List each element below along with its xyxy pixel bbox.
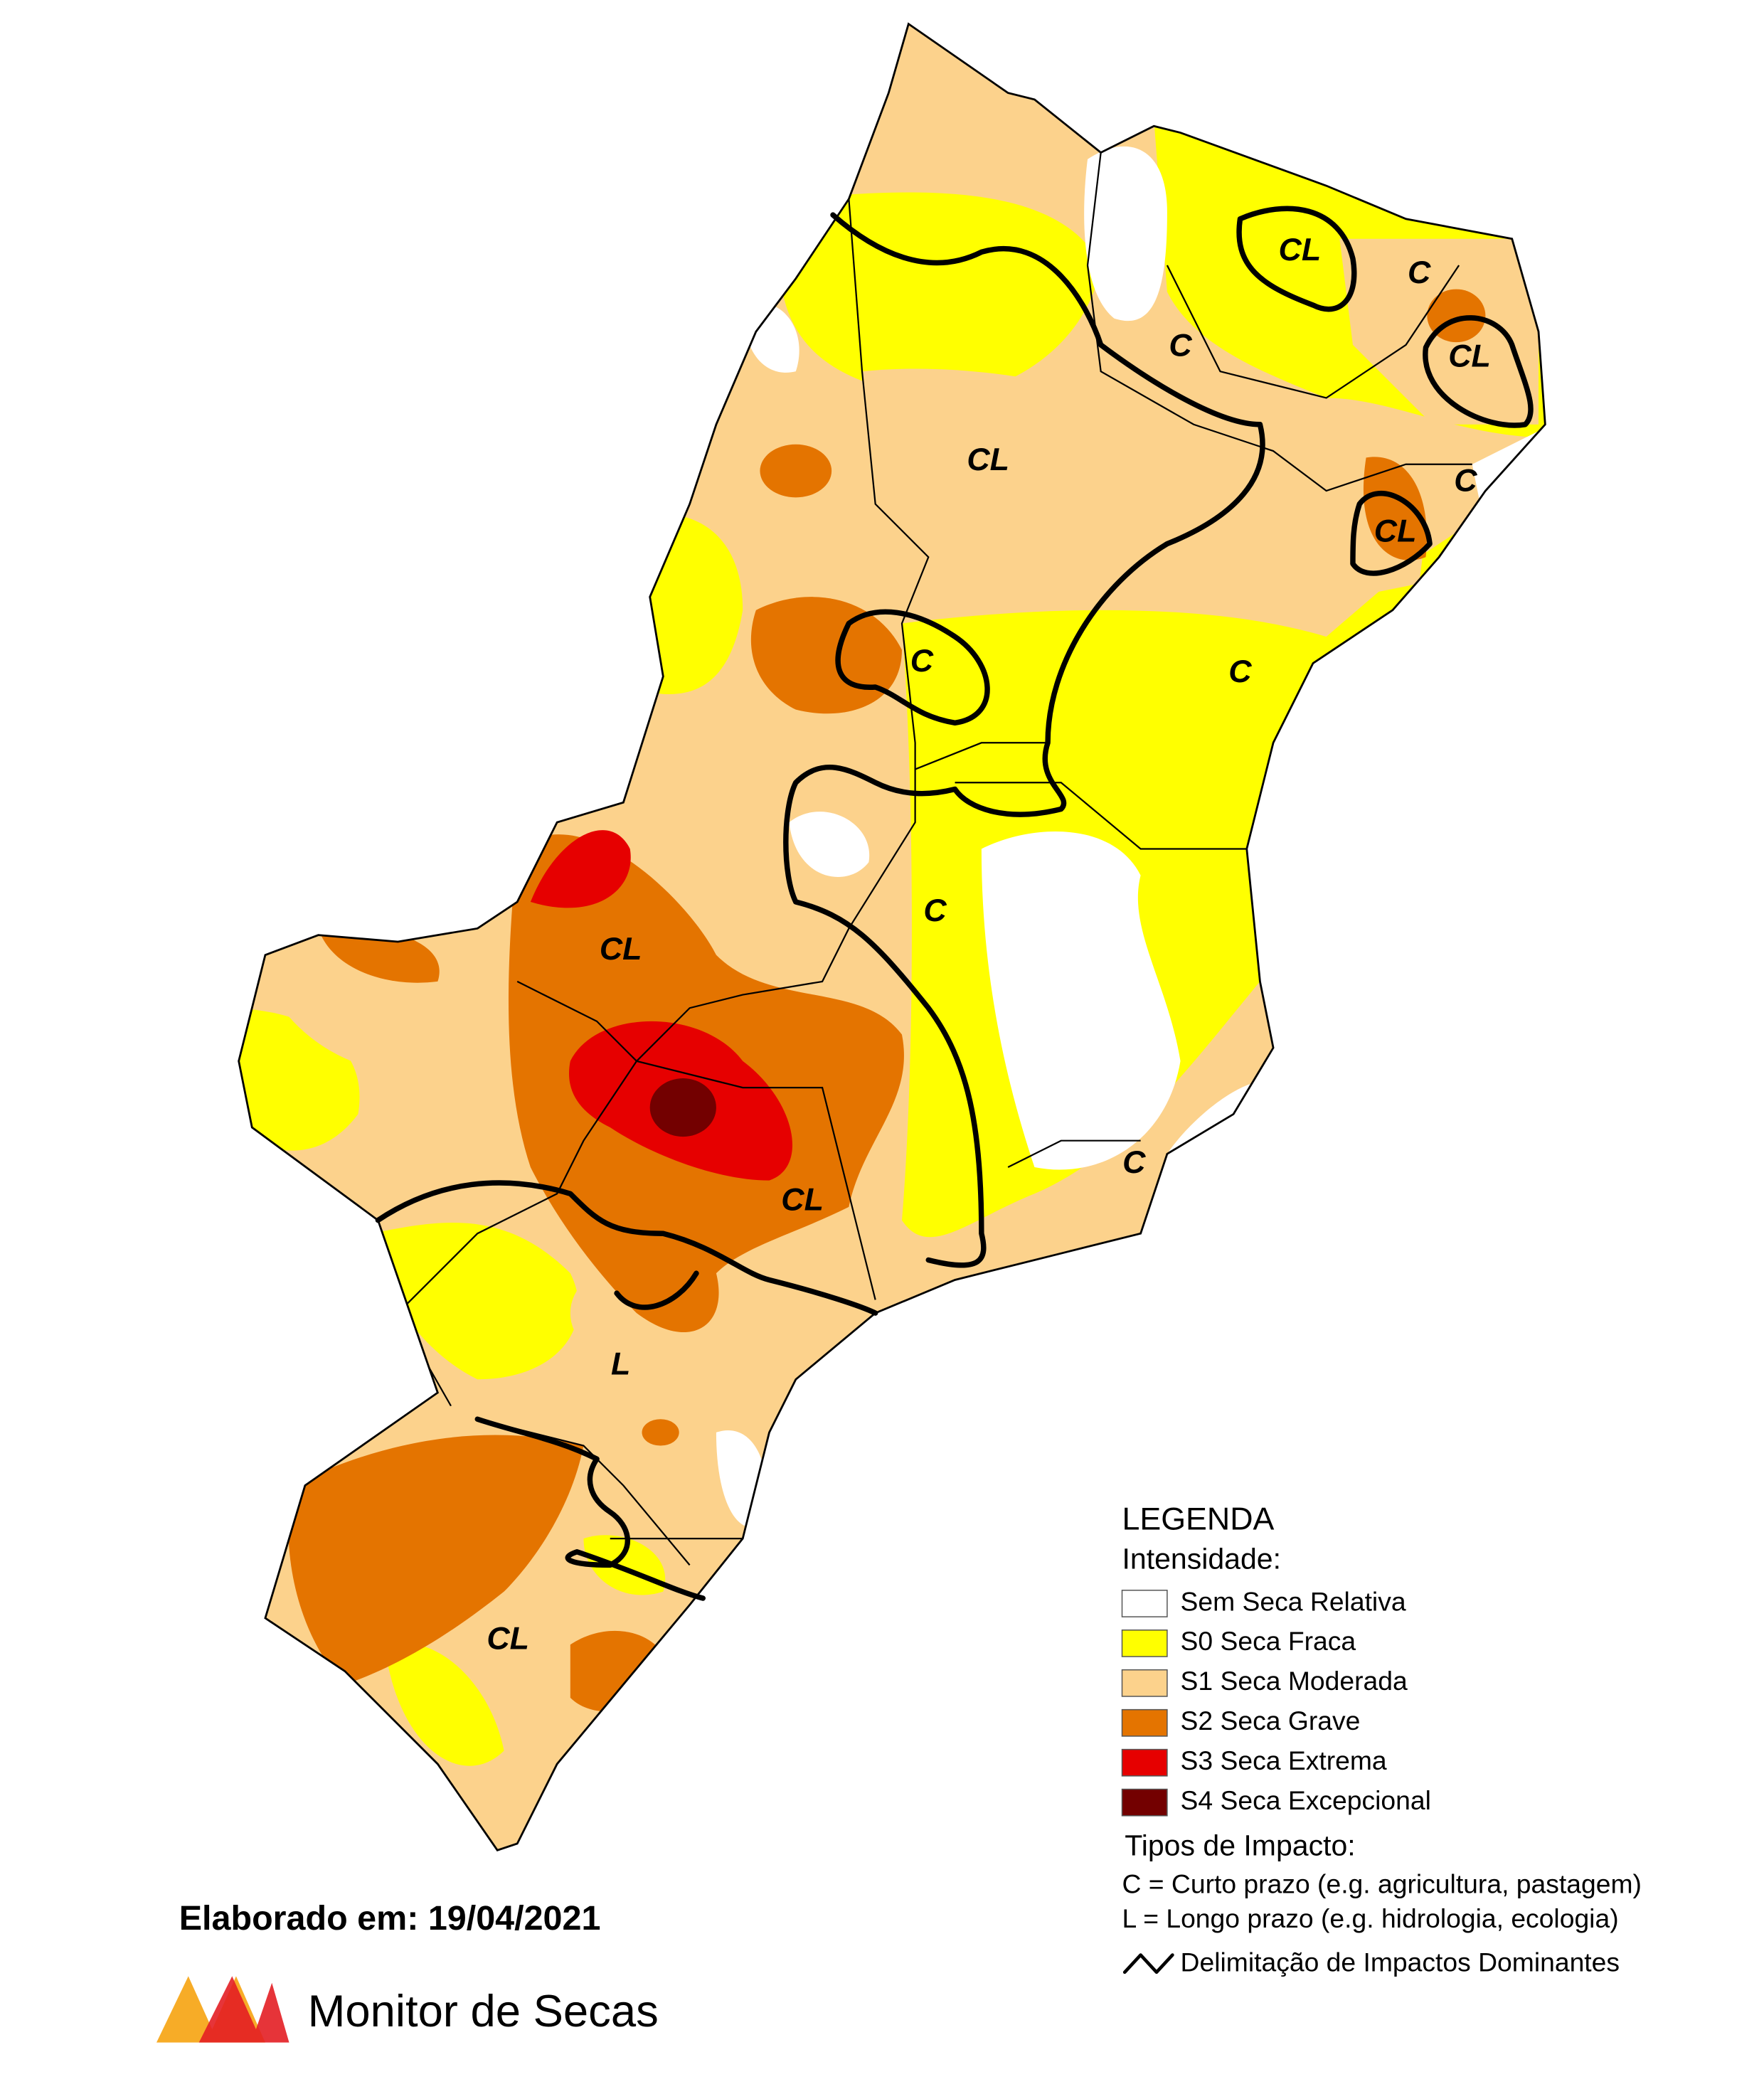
map-label: C [1228, 654, 1252, 689]
map-label: C [1454, 463, 1477, 499]
impact-item: C = Curto prazo (e.g. agricultura, pasta… [1122, 1869, 1642, 1898]
map-label: CL [600, 931, 642, 967]
legend-label: S0 Seca Fraca [1181, 1626, 1356, 1656]
legend-swatch [1121, 1590, 1168, 1617]
map-label: CL [487, 1620, 529, 1656]
logo: Monitor de Secas [156, 1976, 659, 2043]
legend-title: LEGENDA [1122, 1501, 1275, 1537]
map-label: CL [1448, 338, 1491, 373]
map-label: CL [1374, 514, 1417, 549]
map-label: C [910, 643, 934, 679]
legend-swatch [1121, 1748, 1168, 1777]
legend-label: S2 Seca Grave [1181, 1706, 1361, 1735]
legend-label: Sem Seca Relativa [1181, 1586, 1406, 1616]
legend-swatch [1121, 1788, 1168, 1817]
impact-line-icon [1122, 1953, 1174, 1974]
legend-subtitle: Intensidade: [1122, 1543, 1281, 1575]
map-label: CL [781, 1181, 824, 1217]
legend-swatch [1121, 1708, 1168, 1737]
legend-label: S3 Seca Extrema [1181, 1745, 1387, 1775]
map-labels: CL C CL C CL C CL C C CL C CL C CL L CL [487, 232, 1491, 1656]
legend-swatch [1121, 1630, 1168, 1657]
map-label: CL [967, 442, 1009, 477]
impact-title: Tipos de Impacto: [1125, 1829, 1355, 1861]
legend-swatch [1121, 1669, 1168, 1697]
brand: Monitor de Secas [308, 1987, 659, 2036]
legend-label: S1 Seca Moderada [1181, 1666, 1408, 1696]
map-label: C [923, 893, 947, 928]
state-borders [397, 152, 1472, 1566]
impact-lines [375, 206, 1534, 1601]
delimitation-label: Delimitação de Impactos Dominantes [1181, 1947, 1620, 1977]
legend: LEGENDA Intensidade: Tipos de Impacto: C… [1121, 1501, 1642, 1977]
impact-item: L = Longo prazo (e.g. hidrologia, ecolog… [1122, 1903, 1619, 1933]
map-label: L [611, 1346, 630, 1382]
map-label: CL [1279, 232, 1322, 267]
map-label: C [1122, 1144, 1146, 1180]
legend-label: S4 Seca Excepcional [1181, 1785, 1431, 1815]
date: Elaborado em: 19/04/2021 [179, 1899, 601, 1937]
map-label: C [1408, 255, 1431, 290]
map-label: C [1169, 327, 1192, 363]
